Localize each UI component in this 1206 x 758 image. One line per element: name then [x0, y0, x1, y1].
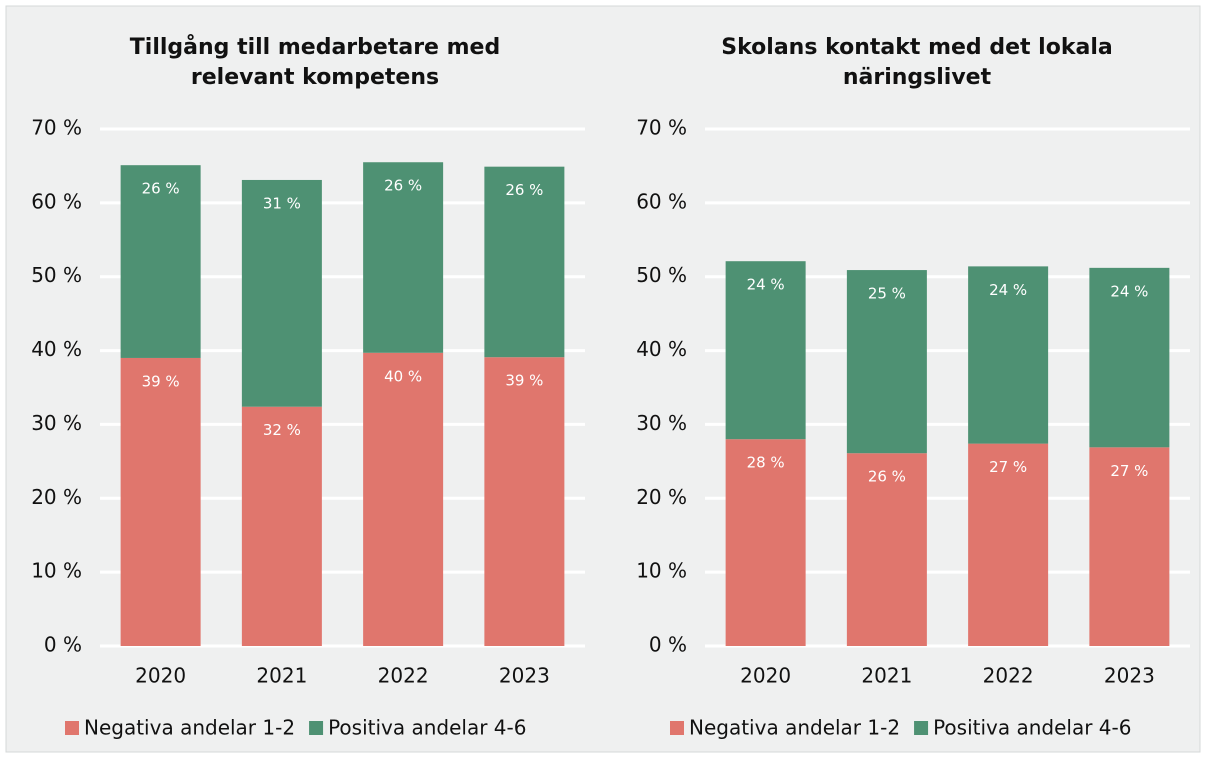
y-tick-label: 0 % [44, 633, 82, 657]
y-tick-label: 40 % [636, 337, 687, 361]
bar-segment [484, 166, 565, 358]
legend-label: Negativa andelar 1-2 [689, 716, 900, 740]
value-label: 40 % [384, 367, 422, 385]
value-label: 25 % [868, 285, 906, 303]
x-tick-label: 2020 [740, 664, 791, 688]
bar-segment [846, 453, 927, 646]
x-tick-label: 2021 [256, 664, 307, 688]
value-label: 26 % [142, 180, 180, 198]
value-label: 39 % [505, 372, 543, 390]
bar-segment [241, 179, 322, 407]
y-tick-label: 20 % [31, 485, 82, 509]
value-label: 39 % [142, 372, 180, 390]
y-tick-label: 60 % [31, 189, 82, 213]
value-label: 24 % [747, 276, 785, 294]
bar-segment [968, 443, 1049, 646]
value-label: 27 % [989, 458, 1027, 476]
bar-segment [1089, 267, 1170, 448]
y-tick-label: 50 % [31, 263, 82, 287]
y-tick-label: 60 % [636, 189, 687, 213]
bar-segment [846, 270, 927, 454]
y-tick-label: 30 % [636, 411, 687, 435]
chart-title: Skolans kontakt med det lokala näringsliv… [721, 35, 1112, 90]
legend-swatch [65, 721, 79, 735]
legend-swatch [670, 721, 684, 735]
bar-segment [363, 352, 444, 646]
x-tick-label: 2023 [1104, 664, 1155, 688]
chart-title: Tillgång till medarbetare med relevant ko… [130, 34, 500, 90]
value-label: 26 % [505, 181, 543, 199]
value-label: 31 % [263, 194, 301, 212]
y-tick-label: 20 % [636, 485, 687, 509]
bar-segment [725, 261, 806, 440]
bar-segment [484, 357, 565, 646]
y-tick-label: 40 % [31, 337, 82, 361]
x-tick-label: 2023 [499, 664, 550, 688]
value-label: 26 % [868, 468, 906, 486]
value-label: 26 % [384, 177, 422, 195]
bar-segment [241, 406, 322, 646]
legend-swatch [914, 721, 929, 735]
value-label: 24 % [989, 281, 1027, 299]
legend-label: Positiva andelar 4-6 [328, 716, 526, 740]
y-tick-label: 30 % [31, 411, 82, 435]
legend-swatch [309, 721, 324, 735]
bar-segment [120, 165, 201, 358]
x-tick-label: 2022 [378, 664, 429, 688]
legend-label: Positiva andelar 4-6 [933, 716, 1131, 740]
y-tick-label: 0 % [649, 633, 687, 657]
legend-label: Negativa andelar 1-2 [84, 716, 295, 740]
x-tick-label: 2020 [135, 664, 186, 688]
x-tick-label: 2021 [861, 664, 912, 688]
bar-segment [1089, 447, 1170, 646]
y-tick-label: 70 % [31, 116, 82, 140]
bar-segment [725, 439, 806, 646]
bar-segment [120, 357, 201, 646]
bar-segment [363, 162, 444, 353]
y-tick-label: 50 % [636, 263, 687, 287]
x-tick-label: 2022 [983, 664, 1034, 688]
value-label: 32 % [263, 421, 301, 439]
y-tick-label: 10 % [636, 559, 687, 583]
value-label: 27 % [1110, 462, 1148, 480]
value-label: 24 % [1110, 282, 1148, 300]
bar-segment [968, 266, 1049, 444]
y-tick-label: 70 % [636, 116, 687, 140]
value-label: 28 % [747, 454, 785, 472]
y-tick-label: 10 % [31, 559, 82, 583]
